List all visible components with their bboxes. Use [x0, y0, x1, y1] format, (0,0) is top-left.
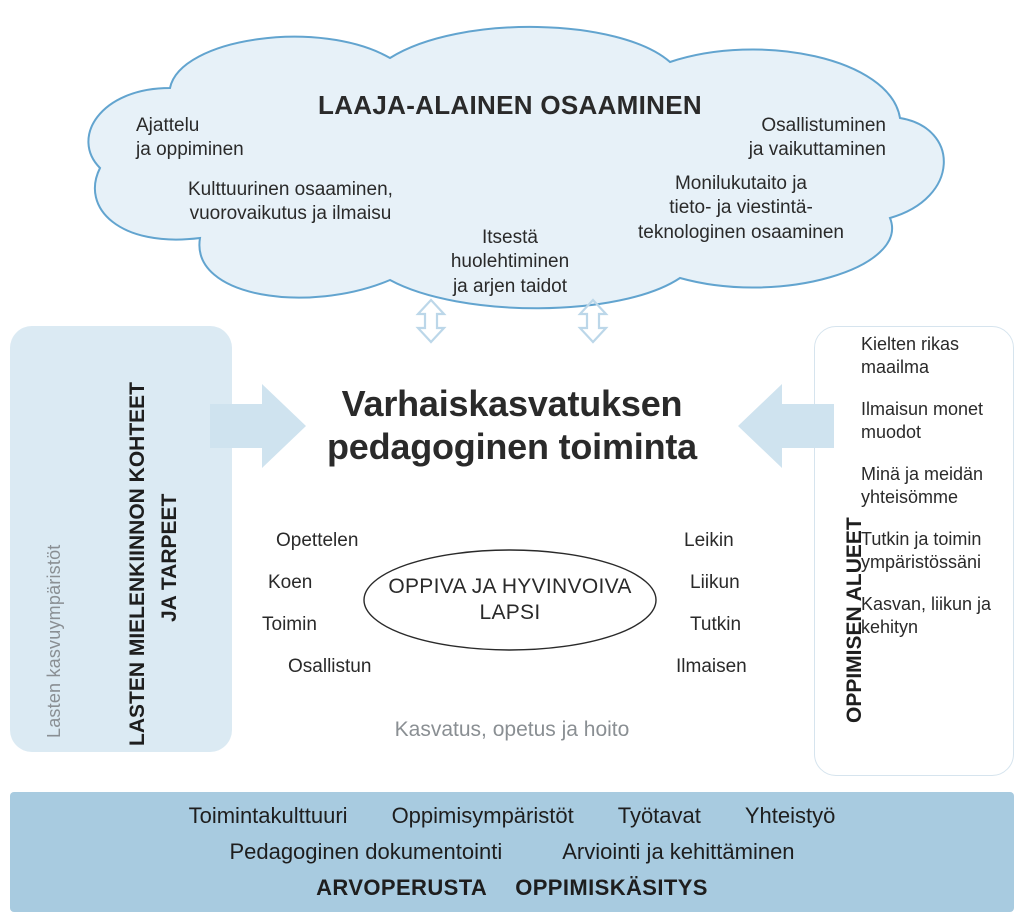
bottom-panel: Toimintakulttuuri Oppimisympäristöt Työt… [10, 792, 1014, 912]
cloud-item-mid-left: Kulttuurinen osaaminen,vuorovaikutus ja … [188, 178, 393, 227]
left-panel-env-label: Lasten kasvuympäristöt [44, 545, 65, 739]
center-title-line1: Varhaiskasvatuksen [0, 382, 1024, 425]
double-arrow-icon [414, 298, 448, 344]
bottom-item: Arviointi ja kehittäminen [562, 839, 794, 865]
bottom-item: OPPIMISKÄSITYS [515, 875, 708, 901]
center-subtitle: Kasvatus, opetus ja hoito [0, 718, 1024, 742]
ellipse-line2: LAPSI [362, 600, 658, 626]
bottom-item: Yhteistyö [745, 803, 836, 829]
center-ellipse: OPPIVA JA HYVINVOIVA LAPSI [362, 548, 658, 652]
word-left: Osallistun [288, 656, 371, 678]
ellipse-text: OPPIVA JA HYVINVOIVA LAPSI [362, 574, 658, 627]
cloud-item-top-right: Osallistuminenja vaikuttaminen [749, 114, 886, 163]
pedagogical-activity-diagram: LAAJA-ALAINEN OSAAMINEN Ajatteluja oppim… [0, 0, 1024, 924]
bottom-item: Toimintakulttuuri [189, 803, 348, 829]
list-item: Kielten rikas maailma [861, 333, 1005, 378]
word-right: Ilmaisen [676, 656, 747, 678]
word-right: Liikun [690, 572, 740, 594]
cloud-item-bottom: Itsestähuolehtiminenja arjen taidot [60, 226, 960, 299]
bottom-item: Työtavat [618, 803, 701, 829]
cloud-item-top-left: Ajatteluja oppiminen [136, 114, 244, 163]
ellipse-line1: OPPIVA JA HYVINVOIVA [362, 574, 658, 600]
left-panel-main-label2: JA TARPEET [158, 494, 182, 622]
word-right: Leikin [684, 530, 734, 552]
bottom-row-2: Pedagoginen dokumentointi Arviointi ja k… [229, 839, 794, 865]
word-right: Tutkin [690, 614, 741, 636]
word-left: Toimin [262, 614, 317, 636]
list-item: Kasvan, liikun ja kehityn [861, 593, 1005, 638]
list-item: Minä ja meidän yhteisömme [861, 463, 1005, 508]
bottom-item: ARVOPERUSTA [316, 875, 487, 901]
bottom-item: Oppimisympäristöt [392, 803, 574, 829]
center-title: Varhaiskasvatuksen pedagoginen toiminta [0, 382, 1024, 468]
cloud-region: LAAJA-ALAINEN OSAAMINEN Ajatteluja oppim… [60, 18, 960, 298]
bottom-row-1: Toimintakulttuuri Oppimisympäristöt Työt… [189, 803, 836, 829]
center-title-line2: pedagoginen toiminta [0, 425, 1024, 468]
word-left: Opettelen [276, 530, 358, 552]
list-item: Tutkin ja toimin ympäristössäni [861, 528, 1005, 573]
word-left: Koen [268, 572, 312, 594]
bottom-row-3: ARVOPERUSTA OPPIMISKÄSITYS [316, 875, 708, 901]
double-arrow-icon [576, 298, 610, 344]
bottom-item: Pedagoginen dokumentointi [229, 839, 502, 865]
